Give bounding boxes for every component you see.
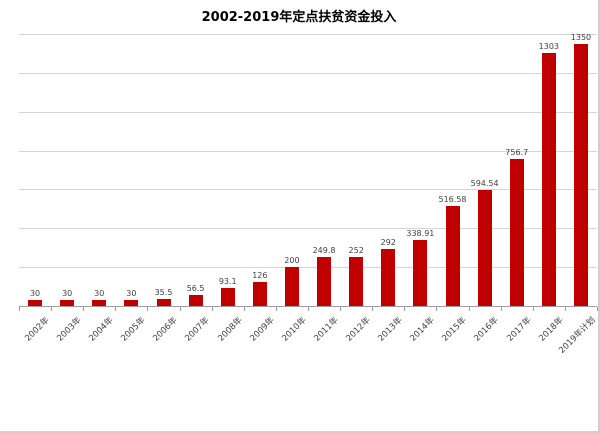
x-axis-label: 2016年 (472, 315, 502, 344)
bar-value-label: 56.5 (186, 284, 205, 293)
axis-tick (564, 307, 566, 311)
axis-tick (597, 307, 598, 311)
bar-value-label: 30 (94, 289, 105, 298)
axis-tick (532, 307, 534, 311)
x-axis-label: 2007年 (183, 315, 213, 344)
bar-value-label: 1303 (538, 42, 560, 51)
gridline (19, 34, 597, 35)
axis-tick (275, 307, 277, 311)
bar-value-label: 594.54 (470, 179, 499, 188)
bar-value-label: 516.58 (438, 195, 467, 204)
bar-value-label: 93.1 (218, 277, 237, 286)
x-axis-label: 2008年 (215, 315, 245, 344)
bar-2017年 (509, 159, 524, 306)
gridline (19, 111, 597, 113)
x-axis-label: 2004年 (87, 315, 116, 344)
axis-tick (340, 307, 342, 311)
bar-2011年 (317, 257, 332, 306)
bar-2015年 (445, 206, 460, 306)
bar-value-label: 252 (348, 246, 364, 255)
axis-tick (243, 307, 245, 311)
bar-value-label: 30 (126, 289, 137, 298)
axis-tick (500, 307, 502, 311)
axis-tick (115, 307, 117, 311)
bar-2019年计划 (573, 44, 588, 306)
x-axis-label: 2011年 (312, 315, 341, 344)
bar-2003年 (60, 300, 75, 306)
x-axis-label: 2017年 (504, 315, 534, 344)
bar-value-label: 292 (380, 238, 396, 247)
bar-2009年 (252, 282, 267, 306)
x-axis-label: 2014年 (408, 315, 437, 344)
gridline (19, 228, 597, 230)
bar-value-label: 249.8 (312, 246, 336, 255)
x-axis-label: 2013年 (376, 315, 405, 344)
gridline (19, 189, 597, 191)
bar-value-label: 30 (62, 289, 73, 298)
bar-2018年 (541, 53, 556, 306)
x-axis-label: 2006年 (151, 315, 180, 344)
axis-tick (19, 307, 20, 311)
bar-value-label: 756.7 (505, 148, 529, 157)
x-axis-label: 2002年 (23, 315, 52, 344)
axis-tick (436, 307, 438, 311)
bar-2002年 (28, 300, 43, 306)
x-axis-label: 2009年 (247, 315, 277, 344)
axis-tick (211, 307, 213, 311)
bar-2008年 (220, 288, 235, 306)
x-axis-label: 2012年 (344, 315, 373, 344)
x-axis-label: 2015年 (440, 315, 469, 344)
gridline (19, 150, 597, 152)
axis-tick (308, 307, 309, 311)
bar-2014年 (413, 240, 428, 306)
axis-tick (372, 307, 374, 311)
x-axis-label: 2003年 (55, 315, 84, 344)
bar-2005年 (124, 300, 139, 306)
bar-value-label: 126 (252, 271, 268, 280)
x-axis-label: 2010年 (280, 315, 309, 344)
bar-2012年 (349, 257, 364, 306)
chart-title: 2002-2019年定点扶贫资金投入 (201, 10, 397, 25)
bar-value-label: 30 (29, 289, 41, 298)
bar-value-label: 35.5 (154, 288, 173, 297)
bar-2007年 (188, 295, 203, 306)
plot-area (19, 34, 597, 307)
axis-tick (179, 307, 181, 311)
axis-tick (51, 307, 53, 311)
gridline (19, 267, 597, 269)
bar-2016年 (477, 190, 492, 306)
gridline (19, 72, 597, 74)
bar-2006年 (156, 299, 171, 306)
axis-tick (147, 307, 149, 311)
axis-tick (83, 307, 85, 311)
bar-value-label: 1350 (570, 33, 592, 42)
bar-2013年 (381, 249, 396, 306)
bar-value-label: 200 (284, 256, 300, 265)
bar-2004年 (92, 300, 107, 306)
bar-value-label: 338.91 (406, 229, 435, 238)
axis-tick (404, 307, 406, 311)
x-axis-label: 2018年 (536, 315, 566, 344)
axis-tick (468, 307, 470, 311)
x-axis-label: 2005年 (119, 315, 148, 344)
bar-2010年 (284, 267, 299, 306)
